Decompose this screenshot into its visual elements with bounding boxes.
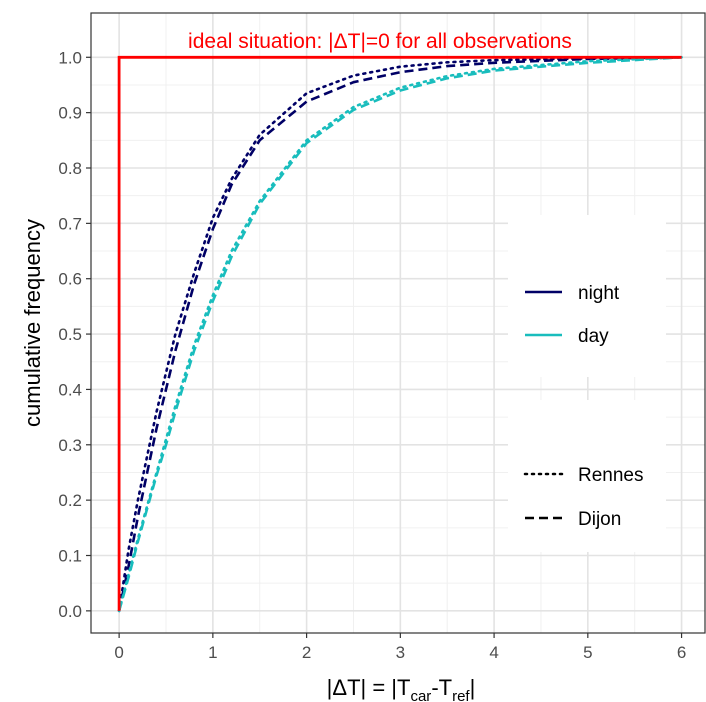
y-tick-label: 0.0 <box>58 602 82 621</box>
legend-dijon-label: Dijon <box>578 509 621 530</box>
x-tick-label: 1 <box>208 643 217 662</box>
legend-linetype-background <box>508 400 666 552</box>
y-tick-label: 0.6 <box>58 270 82 289</box>
ideal-annotation: ideal situation: |ΔT|=0 for all observat… <box>188 30 572 53</box>
series-line-night-rennes <box>117 56 683 613</box>
y-tick-label: 0.1 <box>58 547 82 566</box>
y-axis: 0.0 0.1 0.2 0.3 0.4 0.5 0.6 0.7 0.8 0.9 1.0 <box>58 48 91 621</box>
legend: night day Rennes Dijon <box>508 215 666 552</box>
y-tick-label: 0.4 <box>58 380 82 399</box>
series-lines <box>117 55 683 613</box>
legend-day-label: day <box>578 326 609 347</box>
y-tick-label: 0.5 <box>58 325 82 344</box>
y-tick-label: 0.3 <box>58 436 82 455</box>
x-axis-title: |ΔT| = |Tcar-Tref| <box>327 675 476 702</box>
series-line-night-dijon <box>117 56 682 612</box>
y-tick-label: 0.9 <box>58 104 82 123</box>
x-tick-label: 3 <box>396 643 405 662</box>
y-tick-label: 0.8 <box>58 159 82 178</box>
legend-color-background <box>508 215 666 377</box>
plot-panel-border <box>90 12 706 634</box>
x-axis: 0 1 2 3 4 5 6 <box>114 633 686 662</box>
ideal-line <box>117 55 682 611</box>
y-tick-label: 0.7 <box>58 214 82 233</box>
legend-night-label: night <box>578 283 620 304</box>
x-tick-label: 6 <box>677 643 686 662</box>
x-tick-label: 4 <box>489 643 498 662</box>
x-tick-label: 0 <box>114 643 123 662</box>
y-axis-title: cumulative frequency <box>20 219 45 427</box>
legend-rennes-label: Rennes <box>578 465 644 486</box>
y-tick-label: 1.0 <box>58 48 82 67</box>
x-tick-label: 2 <box>302 643 311 662</box>
series-line-day-dijon <box>117 56 682 612</box>
x-tick-label: 5 <box>583 643 592 662</box>
y-tick-label: 0.2 <box>58 491 82 510</box>
